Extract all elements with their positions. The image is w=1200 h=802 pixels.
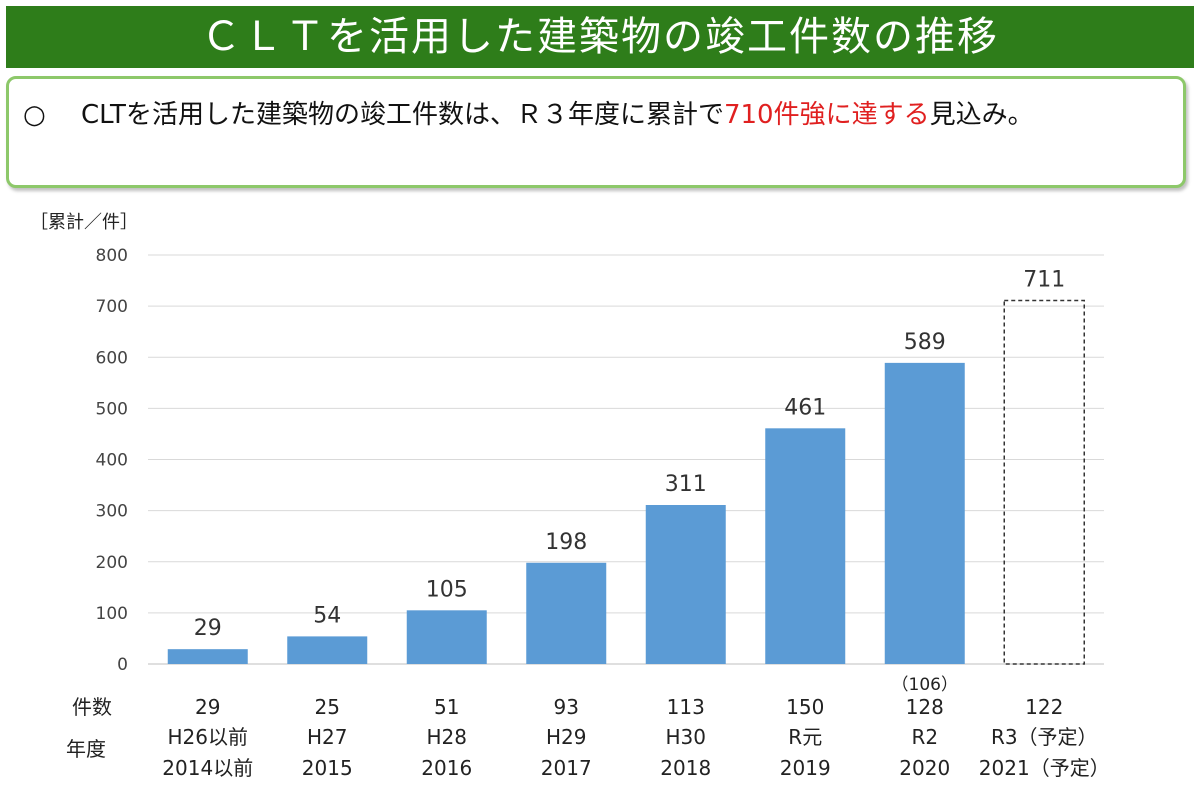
category-year-label: 2019 — [780, 756, 831, 780]
bar — [645, 505, 726, 664]
category-year-label: 2021（予定） — [979, 756, 1110, 780]
count-value: 122 — [1025, 695, 1063, 719]
count-value: 51 — [434, 695, 459, 719]
bar — [406, 610, 487, 664]
row-label-count: 件数 — [72, 695, 112, 719]
category-era-label: R2 — [911, 725, 938, 749]
y-tick-label: 600 — [96, 348, 128, 368]
category-era-label: R元 — [788, 725, 822, 749]
category-year-label: 2014以前 — [162, 756, 253, 780]
page-title: ＣＬＴを活用した建築物の竣工件数の推移 — [6, 6, 1194, 68]
bar — [287, 636, 368, 664]
summary-text: CLTを活用した建築物の竣工件数は、Ｒ３年度に累計で — [81, 100, 724, 130]
bar — [526, 562, 607, 664]
bar-value-label: 311 — [665, 472, 707, 497]
bar-value-label: 54 — [313, 603, 341, 628]
count-value: 25 — [315, 695, 340, 719]
y-tick-label: 100 — [96, 604, 128, 624]
count-value: 93 — [554, 695, 579, 719]
y-tick-label: 800 — [96, 246, 128, 266]
category-era-label: H28 — [427, 725, 468, 749]
category-era-label: R3（予定） — [991, 725, 1098, 749]
category-era-label: H30 — [666, 725, 707, 749]
y-tick-label: 500 — [96, 399, 128, 419]
summary-text-end: 見込み。 — [929, 100, 1034, 130]
bar — [884, 362, 965, 664]
y-tick-label: 200 — [96, 553, 128, 573]
bar-value-label: 198 — [545, 530, 587, 555]
y-tick-label: 400 — [96, 451, 128, 471]
bar — [765, 428, 846, 664]
y-axis-label: ［累計／件］ — [30, 212, 138, 233]
bar-chart: ［累計／件］ 0 100 200 300 400 500 600 700 800 29 54 105 19… — [30, 212, 1110, 780]
y-tick-label: 700 — [96, 297, 128, 317]
count-value: 128 — [906, 695, 944, 719]
y-tick-label: 300 — [96, 502, 128, 522]
bullet-marker: ○ — [23, 100, 46, 130]
bar-value-label: 589 — [904, 330, 946, 355]
bar-value-label: 105 — [426, 577, 468, 602]
summary-box: ○ CLTを活用した建築物の竣工件数は、Ｒ３年度に累計で710件強に達する見込み。 — [6, 76, 1186, 188]
category-era-label: H29 — [546, 725, 587, 749]
count-note: （106） — [892, 675, 958, 695]
category-year-label: 2017 — [541, 756, 592, 780]
count-value: 150 — [786, 695, 824, 719]
category-year-label: 2018 — [660, 756, 711, 780]
summary-highlight: 710件強に達する — [723, 100, 930, 130]
category-era-label: H26以前 — [168, 725, 249, 749]
bar — [167, 649, 248, 664]
bar-value-label: 711 — [1023, 268, 1065, 293]
row-label-year: 年度 — [66, 737, 106, 761]
bar-value-label: 29 — [194, 616, 222, 641]
category-year-label: 2016 — [421, 756, 472, 780]
count-value: 113 — [667, 695, 705, 719]
category-year-label: 2015 — [302, 756, 353, 780]
y-tick-label: 0 — [117, 655, 128, 675]
chart-area: ［累計／件］ 0 100 200 300 400 500 600 700 800 29 54 105 19… — [0, 200, 1200, 798]
category-year-label: 2020 — [899, 756, 950, 780]
count-value: 29 — [195, 695, 220, 719]
category-era-label: H27 — [307, 725, 348, 749]
bar-projected — [1003, 299, 1085, 665]
bar-value-label: 461 — [784, 395, 826, 420]
